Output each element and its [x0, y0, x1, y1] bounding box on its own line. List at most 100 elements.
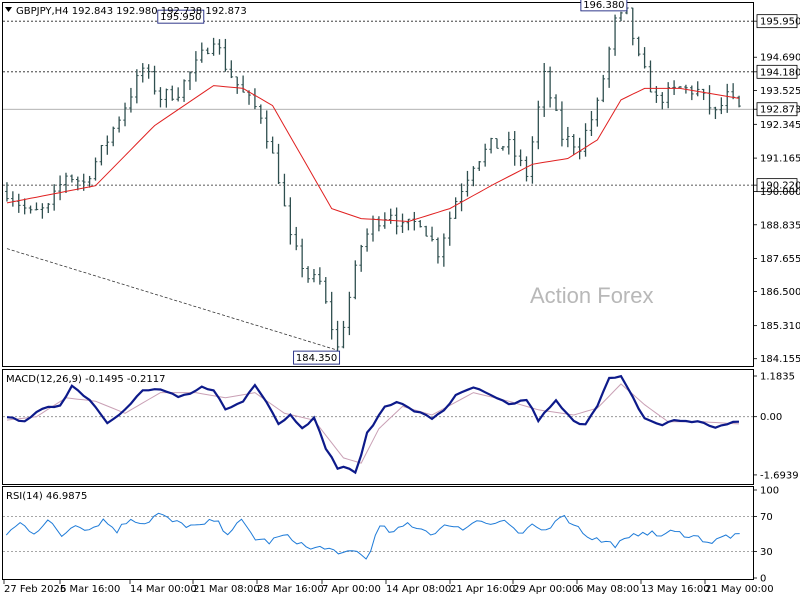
price-tick-label: 192.345 [760, 120, 800, 131]
price-tick-label: 187.655 [760, 254, 800, 265]
ohlc-bar [259, 104, 263, 124]
ohlc-bar [117, 116, 121, 133]
ohlc-bar [477, 161, 482, 171]
ohlc-bar [359, 244, 363, 272]
price-tick-label: 184.155 [760, 354, 800, 365]
ohlc-bar [199, 42, 204, 63]
price-marker-label: 195.950 [160, 12, 201, 23]
ohlc-bar [93, 157, 98, 181]
collapse-triangle-icon[interactable] [5, 7, 12, 12]
ohlc-bar [483, 143, 487, 167]
ohlc-bar [719, 97, 724, 115]
ohlc-bar [264, 110, 269, 149]
ohlc-bar [430, 226, 434, 242]
ohlc-bar [424, 225, 428, 237]
ohlc-bar [560, 101, 564, 147]
ohlc-bar [518, 149, 523, 167]
ohlc-bar [22, 198, 27, 215]
ohlc-bar [276, 143, 281, 185]
ohlc-bar [566, 126, 570, 148]
time-tick-label: 29 Apr 00:00 [513, 584, 578, 595]
ohlc-bar [235, 76, 240, 94]
time-tick-label: 28 Mar 16:00 [257, 584, 324, 595]
price-tick-box [756, 64, 798, 79]
time-tick-label: 13 May 16:00 [641, 584, 710, 595]
ohlc-bar [630, 7, 635, 46]
ohlc-bar [459, 183, 464, 212]
price-marker-label: 196.380 [583, 0, 624, 11]
rsi-line [5, 512, 740, 560]
ohlc-bar [282, 173, 287, 207]
rsi-tick-label: 100 [760, 486, 779, 497]
price-tick-label: 185.310 [760, 321, 800, 332]
price-tick-label: 191.165 [760, 154, 800, 165]
ohlc-bar [188, 71, 192, 91]
price-tick-label: 196.820 [760, 0, 800, 3]
ohlc-bar [642, 47, 647, 69]
time-tick-label: 21 May 00:00 [705, 584, 774, 595]
ohlc-bar [46, 202, 51, 214]
ohlc-bar [737, 95, 741, 108]
price-tick-label: 195.950 [760, 17, 800, 28]
ohlc-bar [40, 203, 45, 219]
ohlc-bar [87, 175, 92, 188]
price-tick-box [756, 14, 798, 29]
macd-pane[interactable] [2, 369, 754, 485]
price-pane[interactable] [2, 2, 754, 367]
rsi-pane[interactable] [2, 486, 754, 580]
ohlc-bar [725, 83, 730, 113]
ohlc-bar [447, 211, 452, 246]
ohlc-bar [270, 136, 275, 154]
ohlc-bar [123, 102, 127, 127]
ohlc-bar [241, 75, 245, 93]
macd-tick-label: -1.6939 [760, 470, 799, 481]
ohlc-bar [288, 197, 293, 245]
ohlc-bar [294, 226, 299, 251]
ohlc-bar [583, 123, 588, 157]
rsi-tick-label: 30 [760, 547, 773, 558]
ohlc-bar [312, 269, 316, 283]
ohlc-bar [306, 266, 310, 283]
ohlc-bar [672, 80, 676, 95]
ohlc-bar [601, 74, 606, 103]
ohlc-bar [152, 65, 157, 95]
ohlc-bar [636, 36, 641, 57]
ohlc-bar [613, 14, 617, 56]
macd-signal-line [6, 383, 740, 464]
ohlc-bar [140, 63, 145, 83]
price-tick-label: 194.690 [760, 53, 800, 64]
ohlc-bar [217, 39, 222, 55]
macd-tick-label: 1.1835 [760, 372, 795, 383]
ohlc-bar [542, 63, 547, 117]
macd-tick-label: 0.00 [760, 412, 782, 423]
ohlc-bar [660, 92, 665, 110]
ohlc-bar [690, 85, 694, 101]
ohlc-bar [512, 131, 517, 166]
ohlc-bar [34, 202, 39, 211]
ohlc-bar [176, 87, 180, 102]
ohlc-bar [170, 85, 175, 101]
ohlc-bar [52, 184, 56, 211]
ohlc-bar [164, 88, 169, 108]
ohlc-bar [589, 111, 594, 137]
time-tick-label: 6 Mar 16:00 [60, 584, 120, 595]
ohlc-bar [329, 291, 334, 340]
time-tick-label: 21 Mar 08:00 [193, 584, 260, 595]
ohlc-bar [695, 81, 700, 97]
ohlc-bar [323, 277, 328, 304]
ohlc-bar [365, 228, 369, 252]
ohlc-bar [158, 87, 163, 108]
ohlc-bar [571, 134, 576, 155]
ohlc-bar [548, 66, 552, 108]
ohlc-bar [453, 197, 458, 219]
ohlc-bar [554, 94, 558, 112]
ohlc-bar [678, 86, 682, 88]
price-marker-label: 184.350 [296, 353, 337, 364]
price-tick-label: 193.525 [760, 86, 800, 97]
ohlc-bar [442, 233, 446, 267]
price-tick-label: 186.500 [760, 287, 800, 298]
ohlc-bar [194, 51, 198, 82]
ohlc-bar [58, 175, 62, 201]
